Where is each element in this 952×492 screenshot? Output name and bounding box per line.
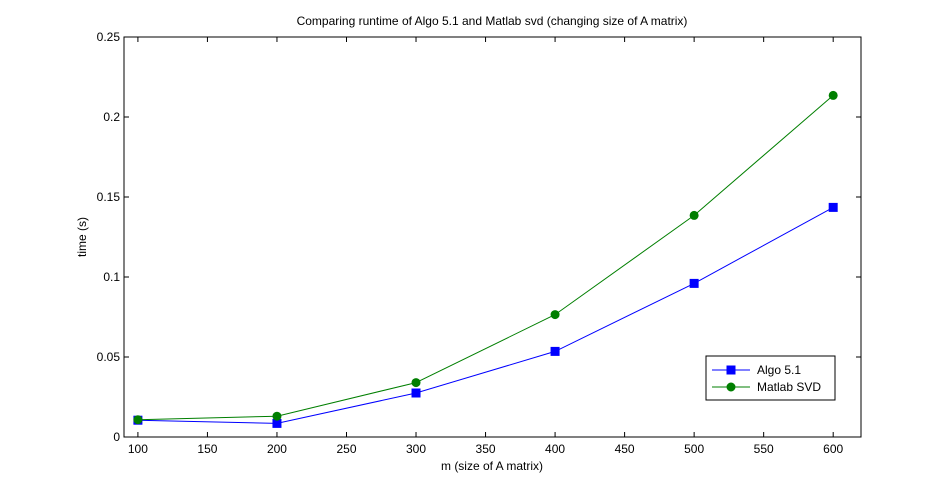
x-axis-label: m (size of A matrix) [441,459,543,473]
x-tick-label: 300 [406,442,426,456]
data-point [550,310,560,320]
x-tick-label: 200 [267,442,287,456]
x-tick-label: 350 [476,442,496,456]
y-tick-label: 0.1 [103,270,120,284]
x-tick-label: 250 [336,442,356,456]
legend-swatch-marker [726,382,736,392]
legend-swatch-marker [726,365,736,375]
series-line [137,206,834,424]
chart-title: Comparing runtime of Algo 5.1 and Matlab… [297,14,688,28]
data-point [550,346,560,356]
data-point [828,90,838,100]
legend: Algo 5.1 Matlab SVD [705,355,836,401]
data-point [272,411,282,421]
y-tick-label: 0.2 [103,110,120,124]
series-line [137,95,834,421]
legend-entry: Matlab SVD [712,380,821,394]
legend-label: Matlab SVD [757,380,821,394]
data-point [411,378,421,388]
data-point [689,210,699,220]
x-tick-label: 500 [684,442,704,456]
x-tick-label: 600 [823,442,843,456]
legend-entry: Algo 5.1 [712,363,801,377]
data-point [689,278,699,288]
y-axis-label: time (s) [75,217,89,257]
y-tick-label: 0.05 [97,350,121,364]
y-tick-label: 0.15 [97,190,121,204]
series-layer [133,90,838,428]
series-2 [133,90,838,425]
x-tick-label: 550 [754,442,774,456]
x-tick-label: 150 [197,442,217,456]
legend-label: Algo 5.1 [757,363,801,377]
data-point [828,202,838,212]
data-point [133,415,143,425]
legend-box [705,355,836,401]
x-tick-label: 100 [128,442,148,456]
axis-ticks: 100 150 200 250 300 350 400 450 500 550 600 0 0.05 0.… [97,30,861,456]
x-tick-label: 400 [545,442,565,456]
y-tick-label: 0 [113,430,120,444]
y-tick-label: 0.25 [97,30,121,44]
data-point [411,388,421,398]
x-tick-label: 450 [615,442,635,456]
